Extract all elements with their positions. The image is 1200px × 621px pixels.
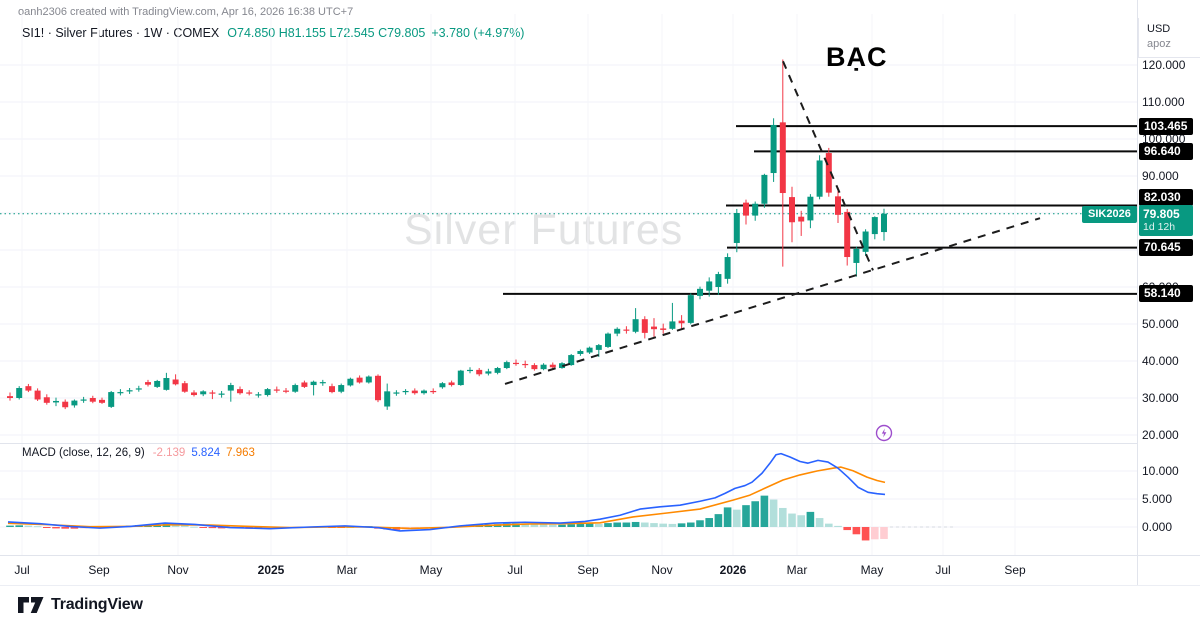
level-label-82030[interactable]: 82.030 bbox=[1139, 188, 1193, 206]
event-lightning-icon[interactable] bbox=[875, 424, 893, 442]
price-tick-label: 40.000 bbox=[1142, 354, 1179, 368]
time-tick-label: Mar bbox=[336, 563, 358, 577]
price-scale-unit-toggle[interactable]: USD apoz bbox=[1138, 18, 1200, 58]
time-tick-label: May bbox=[419, 563, 443, 577]
time-tick-label: Mar bbox=[786, 563, 808, 577]
macd-tick-label: 10.000 bbox=[1142, 464, 1179, 478]
macd-tick-label: 0.000 bbox=[1142, 520, 1173, 534]
price-tick-label: 50.000 bbox=[1142, 317, 1179, 331]
time-tick-label: Nov bbox=[167, 563, 189, 577]
time-tick-label: Sep bbox=[88, 563, 110, 577]
symbol-title[interactable]: SI1! · Silver Futures · 1W · COMEX bbox=[22, 26, 220, 40]
price-scale-separator[interactable] bbox=[1137, 0, 1138, 585]
time-tick-label: May bbox=[860, 563, 884, 577]
price-tick-label: 100.000 bbox=[1142, 132, 1186, 146]
level-label-58140[interactable]: 58.140 bbox=[1139, 285, 1193, 303]
tradingview-logo-text: TradingView bbox=[51, 596, 143, 613]
time-tick-label: 2025 bbox=[257, 563, 285, 577]
current-price-label: 79.805 1d 12h bbox=[1139, 205, 1193, 236]
price-tick-label: 90.000 bbox=[1142, 169, 1179, 183]
macd-hist-value: -2.139 bbox=[152, 447, 186, 459]
footer-separator bbox=[0, 585, 1200, 586]
tradingview-logo-icon bbox=[18, 597, 44, 613]
bar-countdown: 1d 12h bbox=[1143, 221, 1176, 233]
time-tick-label: Jul bbox=[935, 563, 951, 577]
unit-measure[interactable]: apoz bbox=[1147, 38, 1171, 50]
text-drawing-bac[interactable]: BẠC bbox=[826, 42, 888, 72]
unit-currency[interactable]: USD bbox=[1147, 23, 1171, 35]
time-tick-label: 2026 bbox=[719, 563, 747, 577]
time-tick-label: Sep bbox=[1004, 563, 1026, 577]
attribution-text: oanh2306 created with TradingView.com, A… bbox=[18, 6, 354, 18]
macd-legend[interactable]: MACD (close, 12, 26, 9) -2.139 5.824 7.963 bbox=[22, 447, 255, 459]
time-tick-label: Jul bbox=[507, 563, 523, 577]
ohlc-values: O74.850 H81.155 L72.545 C79.805 bbox=[227, 26, 426, 40]
change-value: +3.780 (+4.97%) bbox=[431, 26, 525, 40]
price-tick-label: 110.000 bbox=[1142, 95, 1185, 109]
pane-separator[interactable] bbox=[0, 443, 1137, 444]
symbol-legend[interactable]: SI1! · Silver Futures · 1W · COMEX O74.85… bbox=[22, 26, 524, 40]
macd-tick-label: 5.000 bbox=[1142, 492, 1173, 506]
time-axis-separator bbox=[0, 555, 1200, 556]
time-tick-label: Jul bbox=[14, 563, 30, 577]
contract-series-label[interactable]: SIK2026 bbox=[1082, 206, 1137, 223]
macd-title[interactable]: MACD (close, 12, 26, 9) bbox=[22, 447, 145, 459]
level-label-70645[interactable]: 70.645 bbox=[1139, 239, 1193, 257]
level-label-96640[interactable]: 96.640 bbox=[1139, 142, 1193, 160]
current-price-value: 79.805 bbox=[1143, 207, 1180, 221]
tradingview-logo[interactable]: TradingView bbox=[18, 594, 143, 616]
level-label-103465[interactable]: 103.465 bbox=[1139, 117, 1193, 135]
macd-signal-value: 7.963 bbox=[226, 447, 255, 459]
macd-line-value: 5.824 bbox=[191, 447, 221, 459]
price-tick-label: 20.000 bbox=[1142, 428, 1179, 442]
time-tick-label: Nov bbox=[651, 563, 673, 577]
price-tick-label: 120.000 bbox=[1142, 58, 1186, 72]
price-tick-label: 30.000 bbox=[1142, 391, 1179, 405]
time-tick-label: Sep bbox=[577, 563, 599, 577]
